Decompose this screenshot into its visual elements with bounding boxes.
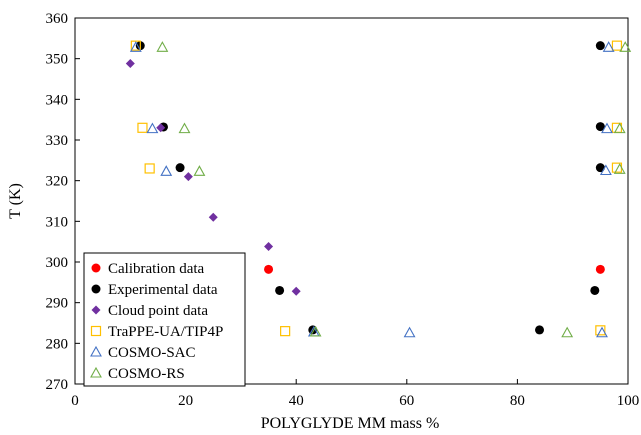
data-markers <box>125 40 632 338</box>
data-point <box>137 122 148 133</box>
plot-border <box>74 17 629 385</box>
data-point <box>602 41 615 52</box>
y-tick-label: 290 <box>46 296 69 312</box>
data-point <box>193 165 206 176</box>
data-point <box>561 326 574 338</box>
data-point <box>280 326 291 337</box>
data-point <box>595 41 605 51</box>
data-point <box>275 285 285 295</box>
data-point <box>309 325 322 337</box>
data-point <box>208 212 218 222</box>
legend-marker <box>90 325 102 337</box>
data-point <box>590 285 600 295</box>
data-point <box>613 122 626 134</box>
data-point <box>125 59 135 69</box>
data-point <box>175 163 185 173</box>
y-tick-label: 340 <box>46 92 69 108</box>
legend-marker <box>91 263 101 273</box>
legend-label: COSMO-RS <box>108 366 185 382</box>
x-tick-label: 80 <box>510 393 525 409</box>
data-point <box>595 325 606 336</box>
data-point <box>160 165 173 176</box>
x-tick-label: 60 <box>399 393 414 409</box>
data-point <box>595 122 605 132</box>
x-tick-label: 20 <box>178 393 193 409</box>
legend-marker <box>90 366 102 378</box>
data-point <box>264 264 274 274</box>
plot-area <box>74 17 629 385</box>
legend-label: Experimental data <box>108 282 218 298</box>
data-point <box>183 172 193 182</box>
legend-marker <box>90 345 102 357</box>
data-point <box>178 122 191 134</box>
data-point <box>595 264 605 274</box>
x-axis: 0 20 40 60 80 100 <box>71 379 639 409</box>
y-tick-label: 270 <box>46 377 69 393</box>
y-tick-label: 360 <box>46 11 69 27</box>
data-point <box>403 326 416 338</box>
data-point <box>601 122 613 134</box>
data-point <box>144 163 155 174</box>
data-point <box>146 122 159 134</box>
data-point <box>535 325 545 335</box>
data-point <box>611 40 623 51</box>
data-point <box>156 41 169 52</box>
x-tick-label: 40 <box>289 393 304 409</box>
data-point <box>264 242 274 252</box>
data-point <box>129 41 142 52</box>
y-axis-title: T (K) <box>7 183 24 219</box>
legend-label: COSMO-SAC <box>108 345 196 361</box>
y-tick-label: 330 <box>46 133 69 149</box>
x-axis-title: POLYGLYDE MM mass % <box>261 415 440 432</box>
legend-label: Calibration data <box>108 261 205 277</box>
x-tick-label: 100 <box>617 393 640 409</box>
data-point <box>599 164 612 176</box>
y-tick-label: 310 <box>46 214 69 230</box>
y-tick-label: 320 <box>46 174 69 190</box>
legend-marker <box>91 305 101 315</box>
legend-marker <box>91 284 101 294</box>
legend-box <box>83 252 246 387</box>
data-point <box>613 163 626 174</box>
x-tick-label: 0 <box>71 393 79 409</box>
data-point <box>595 163 605 173</box>
data-point <box>156 123 166 133</box>
legend-label: Cloud point data <box>108 303 208 319</box>
data-point <box>596 326 608 338</box>
legend: Calibration data Experimental data Cloud p… <box>83 252 246 387</box>
legend-label: TraPPE-UA/TIP4P <box>108 324 223 340</box>
data-point <box>619 41 632 52</box>
data-point <box>291 286 301 296</box>
y-tick-label: 350 <box>46 52 69 68</box>
y-tick-label: 280 <box>46 336 69 352</box>
y-axis: 270 280 290 300 310 320 330 340 350 360 <box>46 11 80 393</box>
y-tick-label: 300 <box>46 255 69 271</box>
